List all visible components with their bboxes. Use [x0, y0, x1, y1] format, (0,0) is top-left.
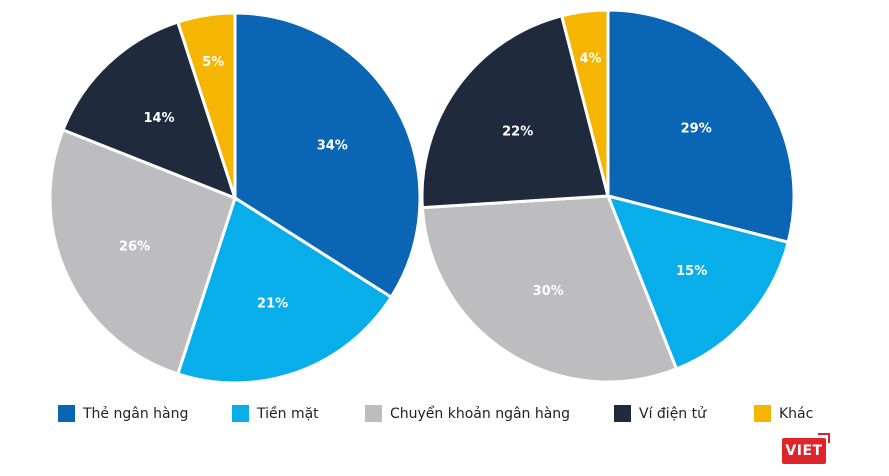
- pie-charts: 34% 21% 26% 14% 5% 29% 15% 30% 22% 4%: [48, 8, 796, 385]
- legend-swatch: [232, 405, 249, 422]
- pie-slice: [560, 8, 610, 198]
- slice-label: 5%: [202, 55, 224, 70]
- legend-label: Thẻ ngân hàng: [83, 405, 189, 422]
- slice-label: 30%: [533, 284, 564, 299]
- pie-chart-1: 34% 21% 26% 14% 5%: [48, 11, 422, 385]
- legend-item-chuyen-khoan: Chuyển khoản ngân hàng: [365, 405, 570, 422]
- legend-item-vi-dien-tu: Ví điện tử: [614, 405, 706, 422]
- slice-label: 15%: [676, 264, 707, 279]
- slice-label: 21%: [257, 296, 288, 311]
- legend-swatch: [754, 405, 771, 422]
- slice-label: 26%: [119, 239, 150, 254]
- slice-label: 14%: [143, 111, 174, 126]
- pie-slice: [176, 196, 393, 385]
- pie-slice: [48, 128, 237, 376]
- pie-chart-2: 29% 15% 30% 22% 4%: [420, 8, 796, 384]
- pie-slice: [606, 194, 790, 371]
- legend-item-tien-mat: Tiền mặt: [232, 405, 319, 422]
- slice-label: 34%: [317, 139, 348, 154]
- legend-swatch: [614, 405, 631, 422]
- viet-logo: VIET: [782, 438, 826, 464]
- legend-item-the-ngan-hang: Thẻ ngân hàng: [58, 405, 188, 422]
- legend-swatch: [365, 405, 382, 422]
- pie-slice: [420, 194, 678, 384]
- slice-label: 29%: [681, 122, 712, 137]
- logo-flag-icon: [818, 433, 830, 443]
- legend: Thẻ ngân hàng Tiền mặt Chuyển khoản ngân…: [0, 405, 889, 435]
- legend-label: Ví điện tử: [639, 405, 706, 422]
- legend-label: Tiền mặt: [257, 405, 319, 422]
- pie-slice: [606, 8, 796, 244]
- slice-label: 4%: [579, 52, 601, 67]
- legend-label: Khác: [779, 405, 814, 422]
- legend-label: Chuyển khoản ngân hàng: [390, 405, 571, 422]
- legend-swatch: [58, 405, 75, 422]
- slice-label: 22%: [502, 124, 533, 139]
- pie-slice: [420, 14, 610, 210]
- pie-slice: [176, 11, 237, 200]
- legend-item-khac: Khác: [754, 405, 813, 422]
